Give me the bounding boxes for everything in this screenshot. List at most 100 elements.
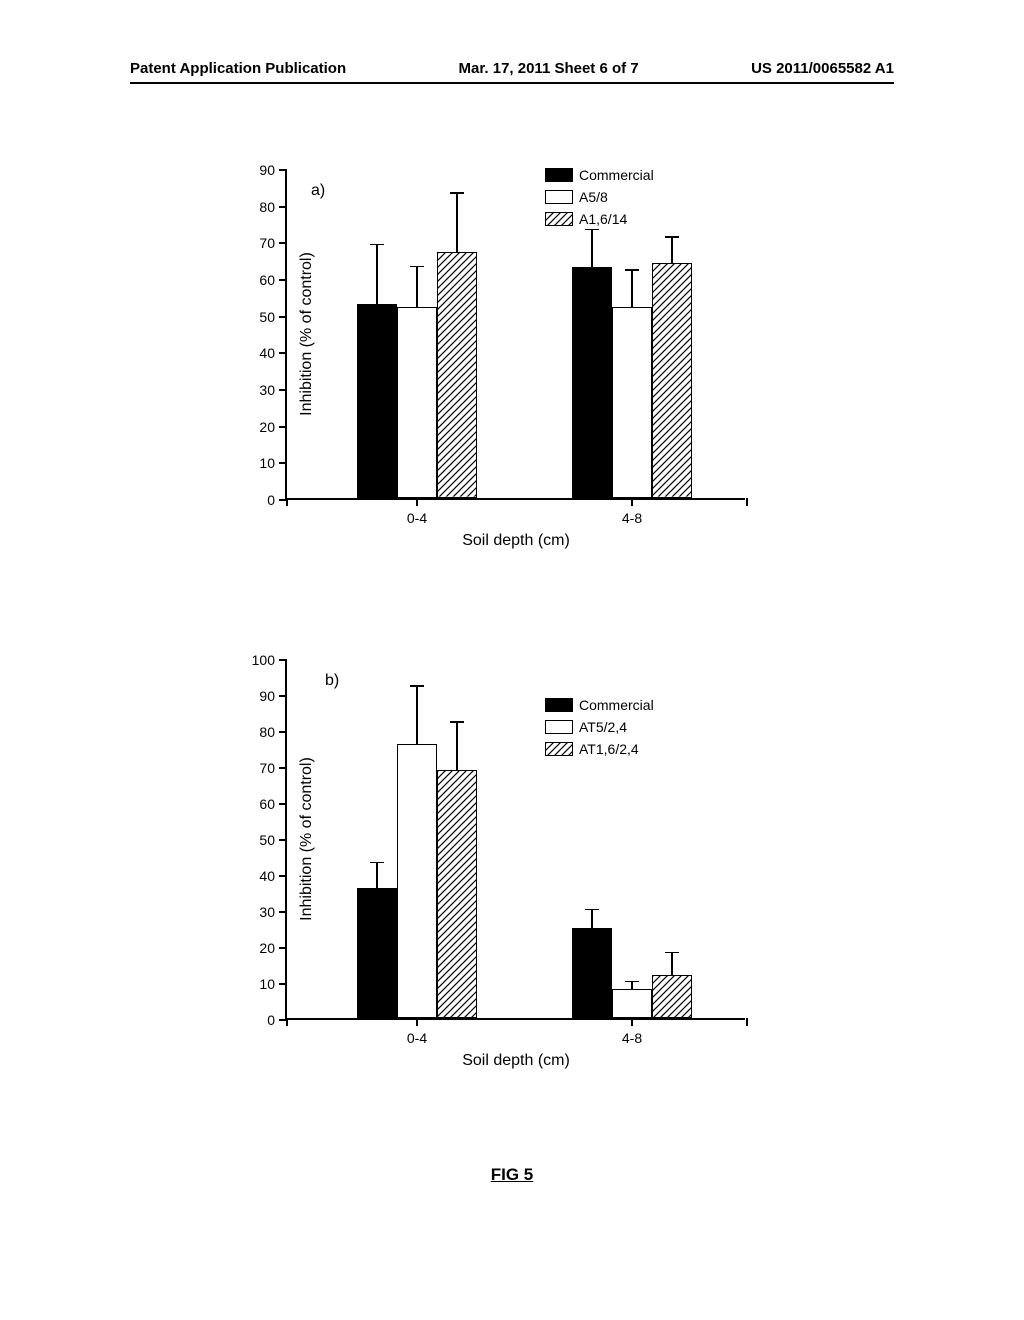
error-bar xyxy=(456,723,458,770)
bar xyxy=(572,267,612,498)
error-bar xyxy=(591,910,593,928)
bar xyxy=(652,263,692,498)
bar xyxy=(572,928,612,1018)
plot-area: 01020304050607080900-44-8Inhibition (% o… xyxy=(285,170,745,500)
error-bar-cap xyxy=(410,685,424,687)
bar xyxy=(397,744,437,1018)
y-tick-label: 90 xyxy=(259,688,275,704)
y-tick xyxy=(279,839,287,841)
y-tick-label: 50 xyxy=(259,309,275,325)
y-tick-label: 20 xyxy=(259,940,275,956)
legend: Commercial A5/8 A1,6/14 xyxy=(545,166,654,232)
header-left: Patent Application Publication xyxy=(130,60,346,77)
error-bar xyxy=(416,267,418,307)
legend-label: A1,6/14 xyxy=(579,211,627,227)
legend-swatch xyxy=(545,168,573,182)
y-tick xyxy=(279,695,287,697)
error-bar xyxy=(671,953,673,975)
error-bar-cap xyxy=(625,269,639,271)
header-right: US 2011/0065582 A1 xyxy=(751,60,894,77)
legend-swatch xyxy=(545,698,573,712)
error-bar-cap xyxy=(665,236,679,238)
y-tick xyxy=(279,352,287,354)
y-tick xyxy=(279,426,287,428)
y-tick-label: 70 xyxy=(259,235,275,251)
error-bar-cap xyxy=(585,909,599,911)
header-center: Mar. 17, 2011 Sheet 6 of 7 xyxy=(459,60,639,77)
legend: Commercial AT5/2,4 AT1,6/2,4 xyxy=(545,696,654,762)
y-tick xyxy=(279,169,287,171)
y-tick-label: 0 xyxy=(267,1012,275,1028)
y-tick xyxy=(279,767,287,769)
y-axis-title: Inhibition (% of control) xyxy=(298,252,316,416)
error-bar xyxy=(631,982,633,989)
figure-caption: FIG 5 xyxy=(491,1165,534,1185)
chart-panel-b: 01020304050607080901000-44-8Inhibition (… xyxy=(225,650,785,1110)
bar xyxy=(357,888,397,1018)
legend-swatch xyxy=(545,720,573,734)
bar xyxy=(437,770,477,1018)
y-tick-label: 90 xyxy=(259,162,275,178)
error-bar xyxy=(376,863,378,888)
legend-swatch xyxy=(545,190,573,204)
error-bar xyxy=(456,194,458,253)
x-tick-label: 4-8 xyxy=(622,510,642,526)
y-tick-label: 40 xyxy=(259,868,275,884)
x-tick-label: 0-4 xyxy=(407,1030,427,1046)
y-tick xyxy=(279,316,287,318)
error-bar xyxy=(671,238,673,264)
y-axis-title: Inhibition (% of control) xyxy=(298,757,316,921)
y-tick xyxy=(279,983,287,985)
y-tick-label: 80 xyxy=(259,199,275,215)
header-rule xyxy=(130,82,894,84)
bar xyxy=(612,307,652,498)
bar xyxy=(652,975,692,1018)
y-tick xyxy=(279,279,287,281)
y-tick xyxy=(279,206,287,208)
x-tick xyxy=(631,498,633,506)
legend-item: A5/8 xyxy=(545,188,654,206)
error-bar xyxy=(591,230,593,267)
legend-item: Commercial xyxy=(545,696,654,714)
y-tick-label: 60 xyxy=(259,796,275,812)
x-tick xyxy=(631,1018,633,1026)
y-tick xyxy=(279,875,287,877)
legend-label: Commercial xyxy=(579,167,654,183)
error-bar-cap xyxy=(450,721,464,723)
error-bar-cap xyxy=(410,266,424,268)
error-bar-cap xyxy=(370,862,384,864)
y-tick-label: 0 xyxy=(267,492,275,508)
x-tick xyxy=(286,498,288,506)
y-tick xyxy=(279,389,287,391)
y-tick-label: 80 xyxy=(259,724,275,740)
y-tick-label: 70 xyxy=(259,760,275,776)
y-tick xyxy=(279,659,287,661)
y-tick-label: 40 xyxy=(259,345,275,361)
legend-item: AT5/2,4 xyxy=(545,718,654,736)
y-tick-label: 50 xyxy=(259,832,275,848)
legend-swatch xyxy=(545,212,573,226)
y-tick-label: 10 xyxy=(259,976,275,992)
error-bar-cap xyxy=(625,981,639,983)
y-tick xyxy=(279,731,287,733)
legend-item: A1,6/14 xyxy=(545,210,654,228)
panel-label: b) xyxy=(325,672,339,690)
bar xyxy=(612,989,652,1018)
bar xyxy=(357,304,397,498)
error-bar xyxy=(631,271,633,308)
error-bar-cap xyxy=(665,952,679,954)
error-bar xyxy=(416,687,418,745)
x-axis-title: Soil depth (cm) xyxy=(462,532,570,550)
legend-label: Commercial xyxy=(579,697,654,713)
y-tick-label: 10 xyxy=(259,455,275,471)
y-tick xyxy=(279,462,287,464)
y-tick-label: 20 xyxy=(259,419,275,435)
y-tick xyxy=(279,911,287,913)
page-header: Patent Application Publication Mar. 17, … xyxy=(0,60,1024,77)
legend-item: AT1,6/2,4 xyxy=(545,740,654,758)
x-tick-label: 0-4 xyxy=(407,510,427,526)
legend-label: AT1,6/2,4 xyxy=(579,741,639,757)
x-tick xyxy=(746,1018,748,1026)
x-tick-label: 4-8 xyxy=(622,1030,642,1046)
y-tick-label: 30 xyxy=(259,382,275,398)
